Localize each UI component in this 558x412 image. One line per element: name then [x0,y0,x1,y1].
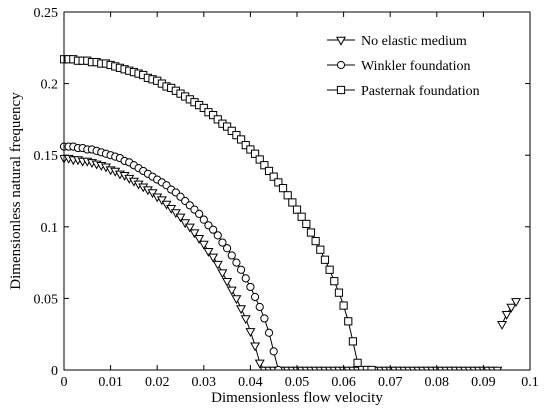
x-tick-label: 0.04 [238,375,263,390]
x-axis-label: Dimensionless flow velocity [211,390,383,406]
x-tick-label: 0.08 [425,375,450,390]
data-point [251,293,258,300]
x-tick-label: 0.09 [471,375,496,390]
data-point [298,213,305,220]
x-tick-label: 0 [61,375,68,390]
legend-label: Pasternak foundation [361,84,480,99]
y-tick-label: 0.2 [41,78,59,93]
data-point [321,256,328,263]
legend-marker [337,86,344,93]
x-tick-label: 0.03 [192,375,217,390]
data-point [317,246,324,253]
data-point [224,245,231,252]
y-tick-label: 0 [51,364,58,379]
data-point [312,238,319,245]
data-point [237,266,244,273]
data-point [247,283,254,290]
y-tick-label: 0.25 [34,6,59,21]
data-point [289,199,296,206]
data-point [340,302,347,309]
y-tick-label: 0.1 [41,221,59,236]
data-point [214,232,221,239]
x-tick-label: 0.07 [378,375,403,390]
y-axis-label: Dimensionless natural frequency [8,92,24,290]
data-point [256,303,263,310]
data-point [303,220,310,227]
data-point [270,348,277,355]
data-point [493,367,501,374]
x-tick-label: 0.01 [98,375,123,390]
data-point [331,278,338,285]
y-tick-label: 0.15 [34,149,59,164]
data-point [349,338,356,345]
data-point [284,192,291,199]
data-point [307,229,314,236]
y-tick-label: 0.05 [34,292,59,307]
data-point [326,266,333,273]
data-point [265,329,272,336]
data-point [354,359,361,366]
data-point [279,185,286,192]
data-point [293,206,300,213]
data-point [242,275,249,282]
x-tick-label: 0.02 [145,375,170,390]
data-point [233,259,240,266]
data-point [345,318,352,325]
legend-label: Winkler foundation [361,59,470,74]
legend-marker [337,61,344,68]
data-point [228,252,235,259]
x-tick-label: 0.06 [331,375,356,390]
x-tick-label: 0.05 [285,375,310,390]
legend-label: No elastic medium [361,34,467,49]
data-point [335,289,342,296]
x-tick-label: 0.1 [521,375,539,390]
data-point [261,315,268,322]
